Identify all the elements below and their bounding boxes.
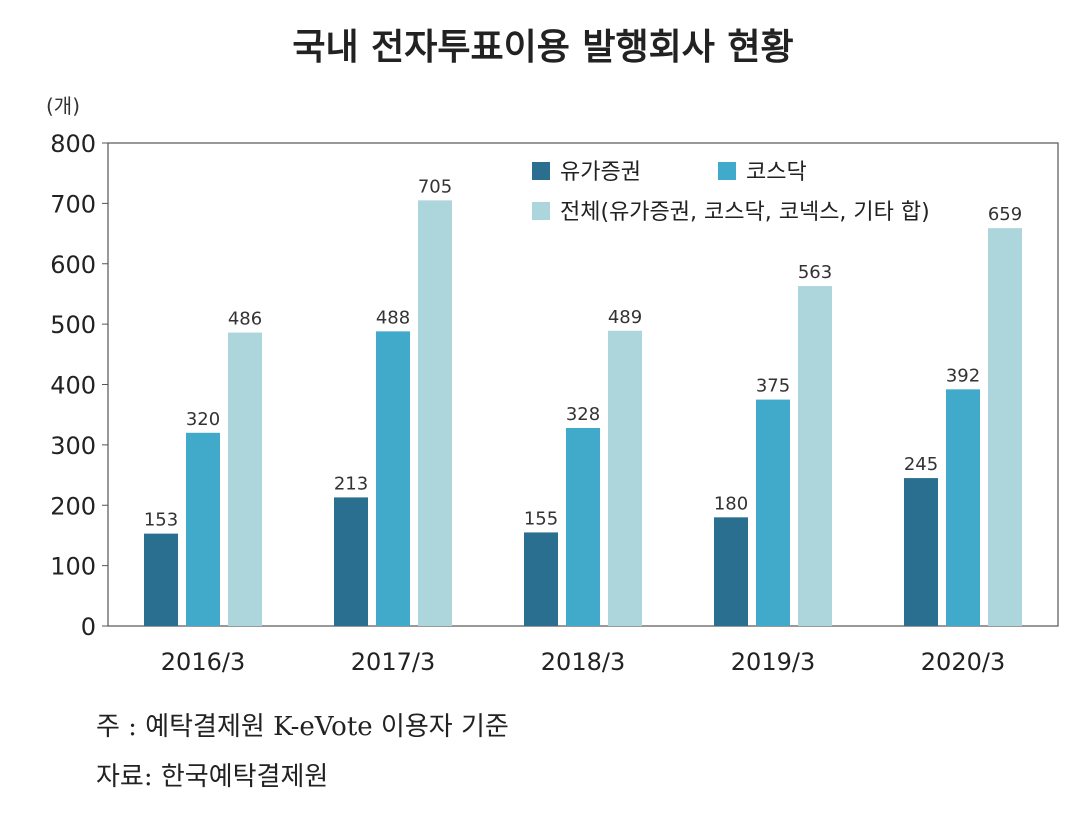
bar [186,432,220,626]
data-label: 375 [756,376,790,397]
y-axis-unit: (개) [46,94,81,118]
chart-note: 주 : 예탁결제원 K-eVote 이용자 기준 [96,712,509,742]
data-label: 705 [418,176,452,197]
data-label: 153 [144,510,178,531]
y-tick-label: 300 [50,432,96,460]
data-label: 155 [524,508,558,529]
y-tick-label: 700 [50,190,96,218]
y-tick-label: 500 [50,311,96,339]
bar [988,228,1022,626]
x-tick-label: 2017/3 [351,648,435,676]
x-tick-label: 2019/3 [731,648,815,676]
data-label: 488 [376,307,410,328]
bar [524,532,558,626]
bar [798,286,832,626]
x-tick-label: 2016/3 [161,648,245,676]
bar [228,332,262,626]
y-tick-label: 100 [50,553,96,581]
data-label: 180 [714,493,748,514]
legend-label: 전체(유가증권, 코스닥, 코넥스, 기타 합) [560,200,930,225]
data-label: 245 [904,454,938,475]
x-tick-label: 2018/3 [541,648,625,676]
data-label: 659 [988,204,1022,225]
bar [418,200,452,626]
data-label: 213 [334,473,368,494]
y-tick-label: 600 [50,251,96,279]
data-label: 489 [608,307,642,328]
bar [946,389,980,626]
y-tick-label: 200 [50,492,96,520]
legend-swatch [532,202,550,220]
data-label: 392 [946,365,980,386]
legend-swatch [718,162,736,180]
data-label: 320 [186,409,220,430]
bar [608,330,642,626]
y-tick-label: 400 [50,372,96,400]
y-tick-label: 800 [50,130,96,158]
legend-label: 유가증권 [560,160,641,185]
data-label: 563 [798,262,832,283]
chart-title: 국내 전자투표이용 발행회사 현황 [292,27,794,68]
bar [566,427,600,626]
bar [714,517,748,626]
bar [904,478,938,626]
data-label: 328 [566,404,600,425]
bar [756,399,790,626]
bar [376,331,410,626]
legend-label: 코스닥 [746,160,807,185]
y-tick-label: 0 [81,613,96,641]
legend-swatch [532,162,550,180]
data-label: 486 [228,309,262,330]
bar [334,497,368,626]
chart-source: 자료: 한국예탁결제원 [96,762,329,792]
x-tick-label: 2020/3 [921,648,1005,676]
bar [144,533,178,626]
